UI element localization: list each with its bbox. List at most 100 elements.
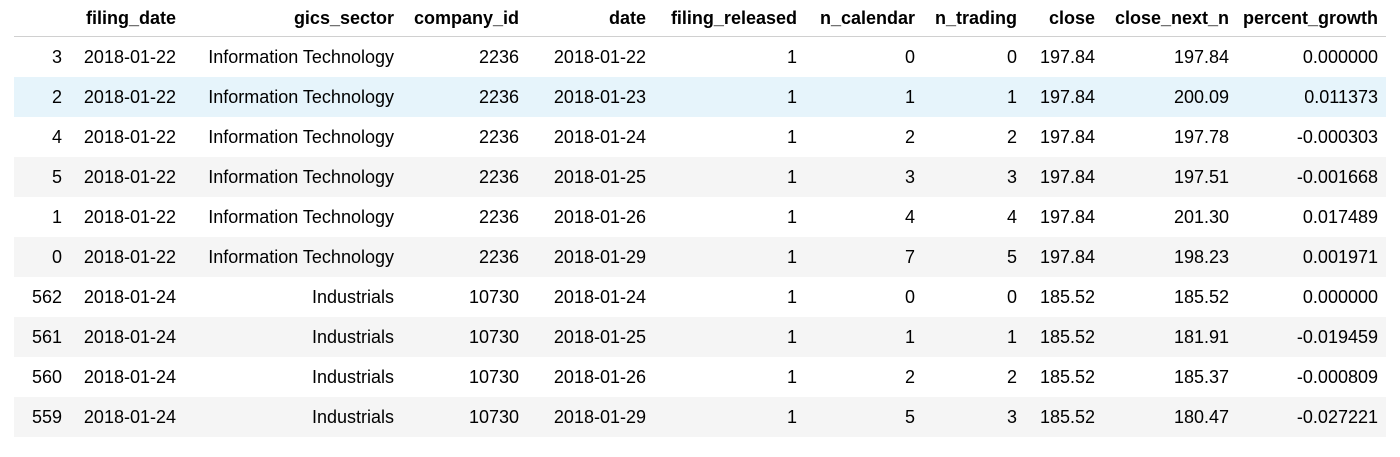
row-index: 3 [14,36,70,77]
date-cell: 2018-01-25 [527,317,654,357]
filing-date-cell: 2018-01-24 [70,357,184,397]
row-index: 562 [14,277,70,317]
dataframe-output: filing_date gics_sector company_id date … [14,0,1386,437]
table-body: 3 2018-01-22 Information Technology 2236 201… [14,36,1386,437]
column-header-close-next-n: close_next_n [1103,0,1237,37]
close-next-n-cell: 185.37 [1103,357,1237,397]
percent-growth-cell: 0.017489 [1237,197,1386,237]
gics-sector-cell: Industrials [184,397,402,437]
table-row[interactable]: 561 2018-01-24 Industrials 10730 2018-01-25 1… [14,317,1386,357]
date-cell: 2018-01-24 [527,277,654,317]
row-index: 1 [14,197,70,237]
company-id-cell: 2236 [402,237,527,277]
dataframe-table: filing_date gics_sector company_id date … [14,0,1386,437]
date-cell: 2018-01-26 [527,357,654,397]
close-cell: 185.52 [1025,397,1103,437]
n-trading-cell: 1 [923,77,1025,117]
column-header-date: date [527,0,654,37]
company-id-cell: 2236 [402,36,527,77]
filing-date-cell: 2018-01-24 [70,317,184,357]
gics-sector-cell: Industrials [184,317,402,357]
date-cell: 2018-01-24 [527,117,654,157]
column-header-company-id: company_id [402,0,527,37]
filing-date-cell: 2018-01-22 [70,157,184,197]
n-calendar-cell: 4 [805,197,923,237]
close-next-n-cell: 197.78 [1103,117,1237,157]
date-cell: 2018-01-25 [527,157,654,197]
table-row[interactable]: 559 2018-01-24 Industrials 10730 2018-01-29 1… [14,397,1386,437]
n-trading-cell: 3 [923,157,1025,197]
company-id-cell: 10730 [402,317,527,357]
percent-growth-cell: 0.000000 [1237,36,1386,77]
index-header [14,0,70,37]
company-id-cell: 10730 [402,357,527,397]
table-row[interactable]: 560 2018-01-24 Industrials 10730 2018-01-26 1… [14,357,1386,397]
company-id-cell: 2236 [402,117,527,157]
table-row[interactable]: 1 2018-01-22 Information Technology 2236 201… [14,197,1386,237]
close-next-n-cell: 201.30 [1103,197,1237,237]
close-next-n-cell: 197.84 [1103,36,1237,77]
filing-date-cell: 2018-01-24 [70,277,184,317]
close-cell: 197.84 [1025,157,1103,197]
filing-date-cell: 2018-01-22 [70,197,184,237]
column-header-n-calendar: n_calendar [805,0,923,37]
filing-released-cell: 1 [654,397,805,437]
row-index: 2 [14,77,70,117]
close-next-n-cell: 180.47 [1103,397,1237,437]
close-cell: 185.52 [1025,277,1103,317]
n-calendar-cell: 1 [805,317,923,357]
gics-sector-cell: Information Technology [184,157,402,197]
gics-sector-cell: Industrials [184,277,402,317]
close-next-n-cell: 200.09 [1103,77,1237,117]
close-cell: 185.52 [1025,357,1103,397]
filing-released-cell: 1 [654,157,805,197]
n-trading-cell: 2 [923,357,1025,397]
close-next-n-cell: 198.23 [1103,237,1237,277]
close-next-n-cell: 181.91 [1103,317,1237,357]
n-calendar-cell: 2 [805,117,923,157]
filing-released-cell: 1 [654,237,805,277]
table-row[interactable]: 3 2018-01-22 Information Technology 2236 201… [14,36,1386,77]
gics-sector-cell: Information Technology [184,197,402,237]
close-cell: 197.84 [1025,237,1103,277]
percent-growth-cell: -0.019459 [1237,317,1386,357]
gics-sector-cell: Information Technology [184,237,402,277]
filing-date-cell: 2018-01-22 [70,117,184,157]
percent-growth-cell: -0.027221 [1237,397,1386,437]
filing-date-cell: 2018-01-24 [70,397,184,437]
gics-sector-cell: Information Technology [184,117,402,157]
date-cell: 2018-01-29 [527,397,654,437]
n-calendar-cell: 3 [805,157,923,197]
percent-growth-cell: 0.001971 [1237,237,1386,277]
close-cell: 197.84 [1025,36,1103,77]
close-cell: 197.84 [1025,117,1103,157]
percent-growth-cell: 0.011373 [1237,77,1386,117]
close-cell: 185.52 [1025,317,1103,357]
close-next-n-cell: 197.51 [1103,157,1237,197]
close-cell: 197.84 [1025,77,1103,117]
company-id-cell: 10730 [402,277,527,317]
column-header-filing-released: filing_released [654,0,805,37]
n-calendar-cell: 0 [805,277,923,317]
table-row[interactable]: 0 2018-01-22 Information Technology 2236 201… [14,237,1386,277]
date-cell: 2018-01-29 [527,237,654,277]
row-index: 559 [14,397,70,437]
table-row[interactable]: 5 2018-01-22 Information Technology 2236 201… [14,157,1386,197]
column-header-gics-sector: gics_sector [184,0,402,37]
filing-released-cell: 1 [654,357,805,397]
table-row[interactable]: 2 2018-01-22 Information Technology 2236 201… [14,77,1386,117]
percent-growth-cell: -0.000809 [1237,357,1386,397]
date-cell: 2018-01-22 [527,36,654,77]
filing-released-cell: 1 [654,36,805,77]
row-index: 0 [14,237,70,277]
date-cell: 2018-01-26 [527,197,654,237]
n-trading-cell: 5 [923,237,1025,277]
n-trading-cell: 1 [923,317,1025,357]
table-row[interactable]: 4 2018-01-22 Information Technology 2236 201… [14,117,1386,157]
table-row[interactable]: 562 2018-01-24 Industrials 10730 2018-01-24 1… [14,277,1386,317]
date-cell: 2018-01-23 [527,77,654,117]
percent-growth-cell: 0.000000 [1237,277,1386,317]
column-header-filing-date: filing_date [70,0,184,37]
close-next-n-cell: 185.52 [1103,277,1237,317]
company-id-cell: 2236 [402,77,527,117]
